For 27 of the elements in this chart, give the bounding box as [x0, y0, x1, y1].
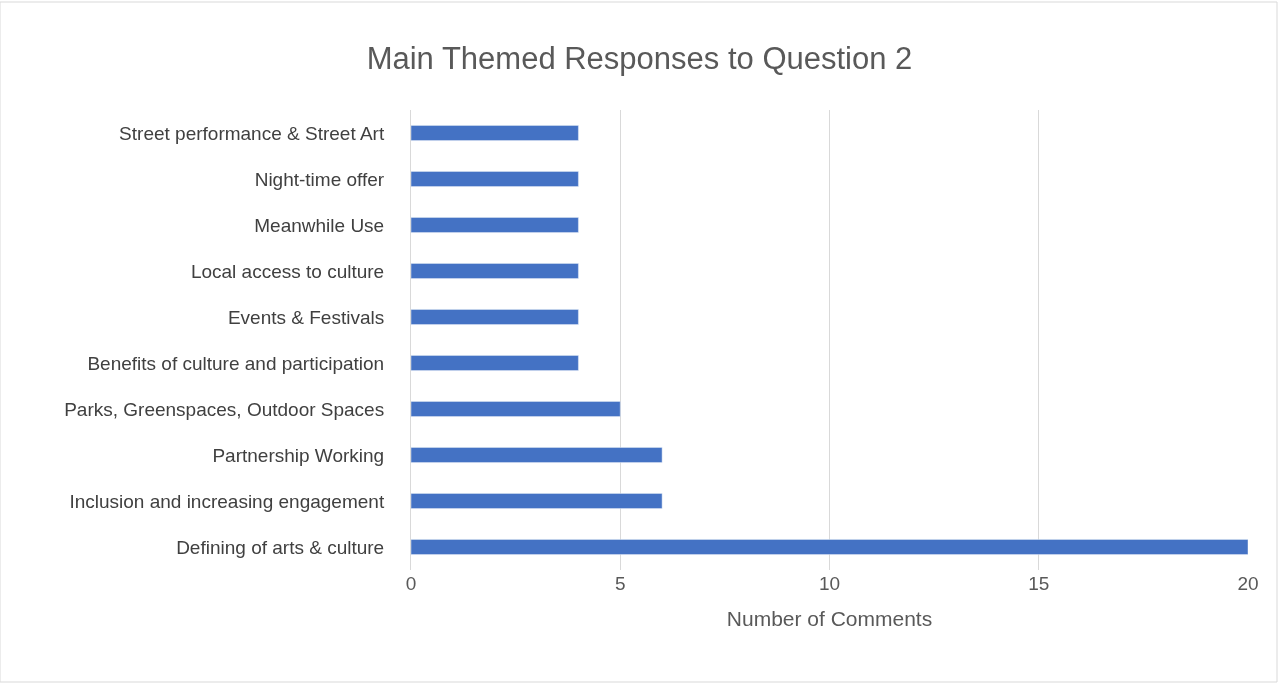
x-tick-label: 15 [1028, 573, 1050, 594]
y-tick-label: Parks, Greenspaces, Outdoor Spaces [64, 398, 385, 420]
bar [411, 447, 663, 463]
y-tick-label: Street performance & Street Art [119, 122, 385, 144]
bar [411, 355, 579, 371]
bar [411, 217, 579, 233]
y-tick-label: Benefits of culture and participation [87, 352, 385, 374]
bar [411, 263, 579, 279]
y-tick-label: Local access to culture [190, 260, 385, 282]
y-tick-label: Partnership Working [212, 444, 385, 466]
y-tick-label: Meanwhile Use [254, 214, 385, 236]
y-tick-label: Inclusion and increasing engagement [69, 490, 385, 512]
chart-title: Main Themed Responses to Question 2 [366, 40, 913, 76]
y-tick-label: Events & Festivals [227, 306, 385, 328]
bar [411, 309, 579, 325]
x-tick-label: 5 [614, 573, 626, 594]
y-tick-label: Defining of arts & culture [176, 536, 385, 558]
x-tick-label: 0 [405, 573, 417, 594]
x-tick-label: 10 [818, 573, 841, 594]
x-tick-label: 20 [1237, 573, 1259, 594]
y-tick-label: Night-time offer [254, 168, 385, 190]
bar [411, 401, 621, 417]
bar [411, 493, 663, 509]
x-axis-title: Number of Comments [726, 607, 933, 631]
bar [411, 125, 579, 141]
bar [411, 539, 1248, 555]
bar [411, 171, 579, 187]
